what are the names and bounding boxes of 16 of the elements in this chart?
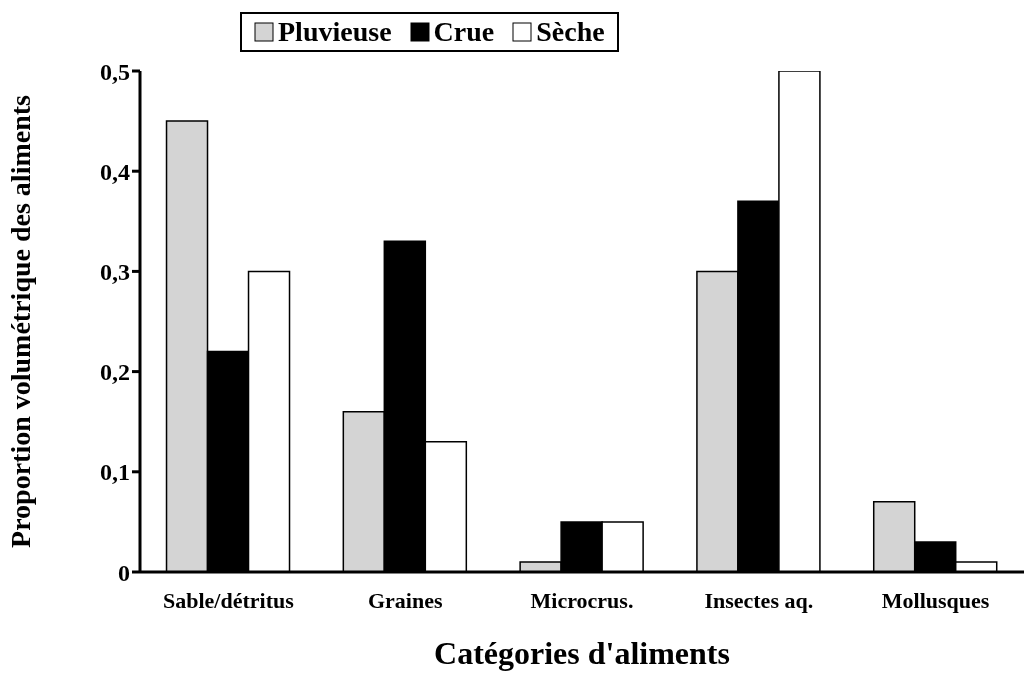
y-tick-label: 0: [118, 559, 130, 586]
y-tick-label: 0,5: [100, 58, 130, 85]
x-tick-label: Graines: [367, 587, 443, 613]
legend-label: Crue: [433, 16, 495, 48]
legend-label: Pluvieuse: [278, 16, 392, 48]
y-tick-label: 0,2: [100, 359, 130, 386]
x-axis-title: Catégories d'aliments: [434, 635, 730, 671]
legend-label: Sèche: [536, 16, 605, 48]
y-tick-label: 0,4: [100, 158, 130, 185]
y-axis-title: Proportion volumétrique des aliments: [4, 94, 36, 548]
x-tick-label: Microcrus.: [530, 587, 634, 613]
x-tick-label: Insectes aq.: [704, 587, 814, 613]
y-tick-label: 0,3: [100, 258, 130, 285]
x-tick-label: Sable/détritus: [163, 587, 295, 613]
y-tick-label: 0,1: [100, 459, 130, 486]
x-tick-label: Mollusques: [881, 587, 990, 613]
